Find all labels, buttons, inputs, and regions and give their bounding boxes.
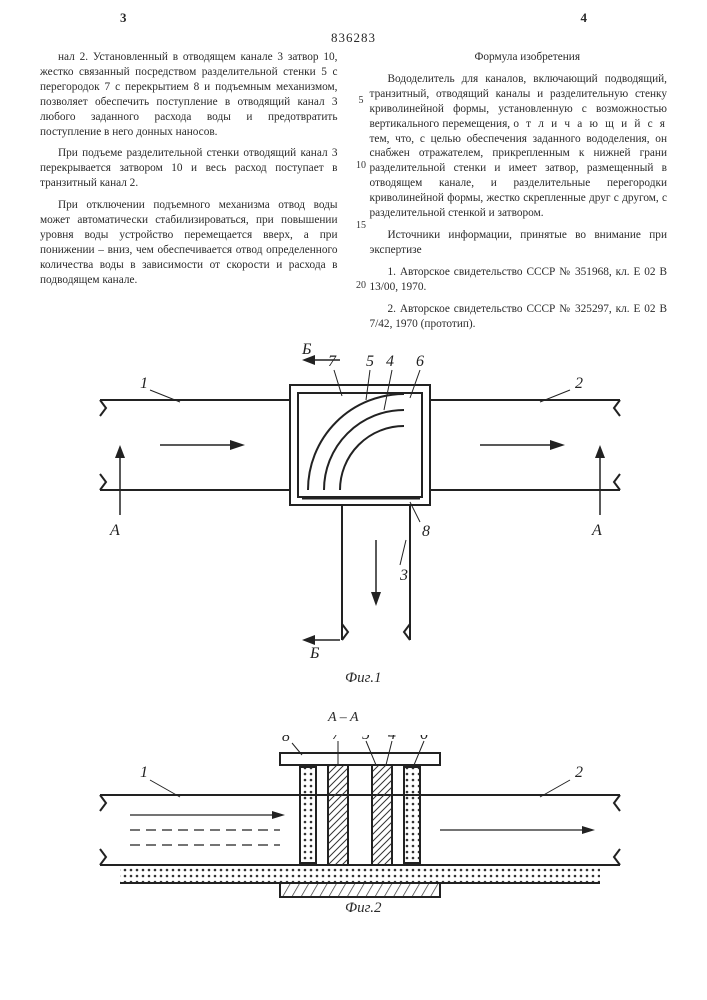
claim-part: тем, что, с целью обеспечения заданного … — [370, 133, 668, 220]
fig1-label-5: 5 — [366, 353, 374, 370]
fig1-section-B-bot: Б — [309, 645, 320, 660]
figure-2-caption: Фиг.2 — [345, 900, 381, 917]
fig2-label-7: 7 — [332, 735, 341, 743]
fig2-label-8: 8 — [282, 735, 290, 745]
claim-paragraph: Вододелитель для каналов, включающий под… — [370, 72, 668, 221]
figure-1-caption: Фиг.1 — [345, 670, 381, 687]
left-column: нал 2. Установленный в отводящем канале … — [40, 50, 338, 338]
formula-title: Формула изобретения — [370, 50, 668, 65]
fig1-label-3: 3 — [399, 567, 408, 584]
document-number: 836283 — [0, 30, 707, 46]
paragraph: При отключении подъемного механизма отво… — [40, 198, 338, 287]
paragraph: При подъеме разделительной стенки отводя… — [40, 146, 338, 191]
fig1-label-7: 7 — [328, 353, 337, 370]
fig1-label-1: 1 — [140, 375, 148, 392]
page-number-left: 3 — [120, 10, 127, 26]
fig2-label-4: 4 — [388, 735, 396, 743]
text-columns: нал 2. Установленный в отводящем канале … — [40, 50, 667, 338]
paragraph: нал 2. Установленный в отводящем канале … — [40, 50, 338, 139]
fig1-label-2: 2 — [575, 375, 583, 392]
fig1-label-4: 4 — [386, 353, 394, 370]
fig1-section-A-left: A — [109, 522, 120, 539]
claim-spaced: о т л и ч а ю щ и й с я — [513, 118, 667, 130]
figure-1: 1 2 3 4 5 6 7 8 A A Б Б — [80, 340, 640, 660]
fig2-label-2: 2 — [575, 764, 583, 781]
fig1-section-A-right: A — [591, 522, 602, 539]
figures-region: 1 2 3 4 5 6 7 8 A A Б Б Фиг.1 A – A — [0, 340, 707, 1000]
fig1-label-8: 8 — [422, 523, 430, 540]
page-number-right: 4 — [581, 10, 588, 26]
fig2-label-1: 1 — [140, 764, 148, 781]
fig1-section-B-top: Б — [301, 341, 312, 358]
section-AA-title: A – A — [328, 710, 359, 726]
source-item: 1. Авторское свидетельство СССР № 351968… — [370, 265, 668, 295]
right-column: Формула изобретения Вододелитель для кан… — [370, 50, 668, 338]
sources-title: Источники информации, принятые во вниман… — [370, 228, 668, 258]
fig1-label-6: 6 — [416, 353, 424, 370]
source-item: 2. Авторское свидетельство СССР № 325297… — [370, 302, 668, 332]
fig2-label-5: 5 — [362, 735, 370, 743]
fig2-label-6: 6 — [420, 735, 428, 743]
